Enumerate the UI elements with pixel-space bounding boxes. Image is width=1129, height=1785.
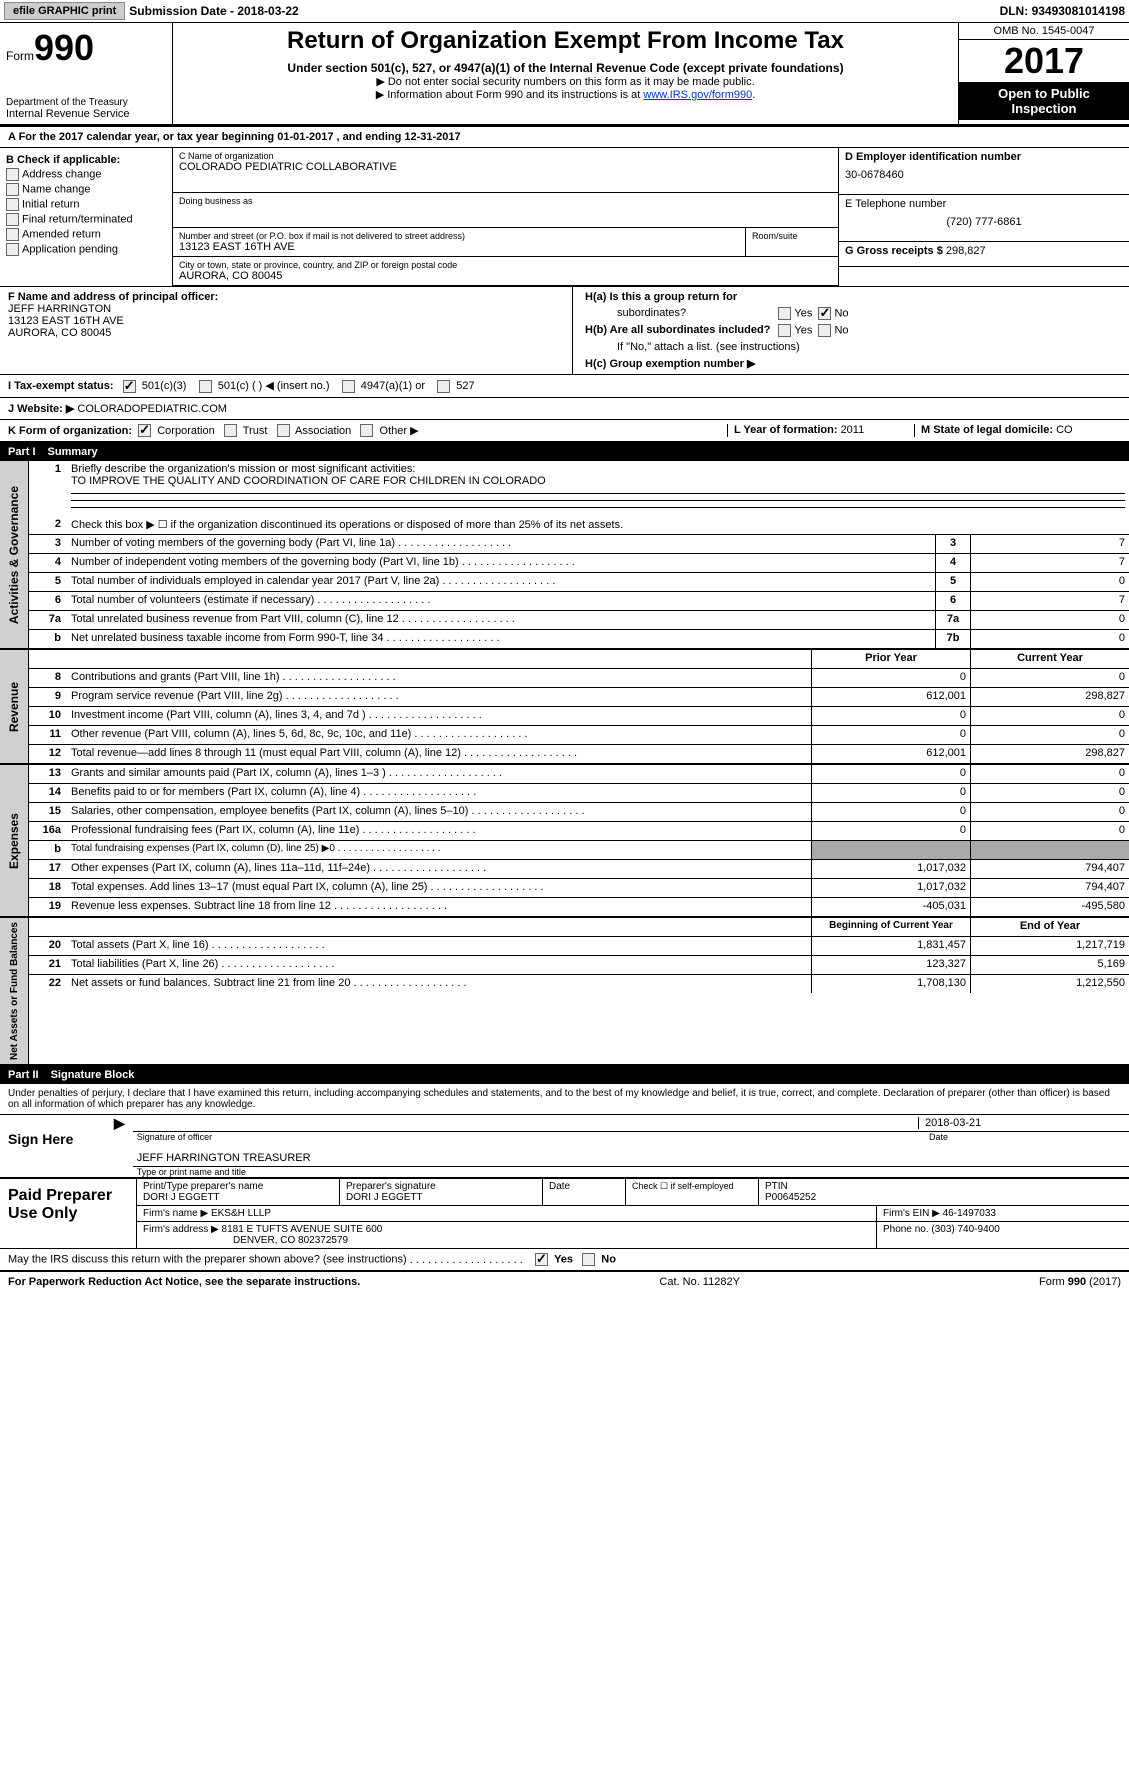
dln: DLN: 93493081014198: [1000, 4, 1125, 18]
main-info-block: B Check if applicable: Address change Na…: [0, 148, 1129, 286]
sign-here-block: Sign Here ▶ 2018-03-21 Signature of offi…: [0, 1114, 1129, 1178]
governance-section: Activities & Governance 1Briefly describ…: [0, 461, 1129, 650]
tax-year: 2017: [959, 40, 1129, 82]
final-return-checkbox[interactable]: [6, 213, 19, 226]
table-row: 15Salaries, other compensation, employee…: [29, 802, 1129, 821]
table-row: 14Benefits paid to or for members (Part …: [29, 783, 1129, 802]
501c3-checkbox[interactable]: [123, 380, 136, 393]
col-c-org-info: C Name of organization COLORADO PEDIATRI…: [173, 148, 839, 286]
col-d-info: D Employer identification number 30-0678…: [839, 148, 1129, 286]
gross-receipts: 298,827: [946, 245, 986, 257]
amended-return-checkbox[interactable]: [6, 228, 19, 241]
part1-header: Part ISummary: [0, 443, 1129, 461]
omb-number: OMB No. 1545-0047: [959, 23, 1129, 40]
ha-yes-checkbox[interactable]: [778, 307, 791, 320]
527-checkbox[interactable]: [437, 380, 450, 393]
paid-preparer-block: Paid Preparer Use Only Print/Type prepar…: [0, 1178, 1129, 1248]
officer-name: JEFF HARRINGTON: [8, 303, 564, 315]
ssn-note: ▶ Do not enter social security numbers o…: [183, 75, 948, 88]
dept-treasury: Department of the Treasury: [6, 97, 166, 108]
header-center: Return of Organization Exempt From Incom…: [173, 23, 958, 124]
revenue-section: Revenue Prior YearCurrent Year 8Contribu…: [0, 650, 1129, 765]
firm-phone: (303) 740-9400: [931, 1224, 999, 1235]
org-name: COLORADO PEDIATRIC COLLABORATIVE: [179, 161, 832, 173]
discuss-row: May the IRS discuss this return with the…: [0, 1248, 1129, 1270]
top-bar: efile GRAPHIC print Submission Date - 20…: [0, 0, 1129, 23]
row-j-website: J Website: ▶ COLORADOPEDIATRIC.COM: [0, 397, 1129, 419]
initial-return-checkbox[interactable]: [6, 198, 19, 211]
other-checkbox[interactable]: [360, 424, 373, 437]
form-subtitle: Under section 501(c), 527, or 4947(a)(1)…: [183, 61, 948, 75]
table-row: 19Revenue less expenses. Subtract line 1…: [29, 897, 1129, 916]
table-row: 9Program service revenue (Part VIII, lin…: [29, 687, 1129, 706]
sig-date: 2018-03-21: [918, 1117, 1125, 1129]
irs-label: Internal Revenue Service: [6, 108, 166, 120]
table-row: 10Investment income (Part VIII, column (…: [29, 706, 1129, 725]
hb-yes-checkbox[interactable]: [778, 324, 791, 337]
irs-link[interactable]: www.IRS.gov/form990: [643, 89, 752, 101]
discuss-no-checkbox[interactable]: [582, 1253, 595, 1266]
assoc-checkbox[interactable]: [277, 424, 290, 437]
table-row: 12Total revenue—add lines 8 through 11 (…: [29, 744, 1129, 763]
corp-checkbox[interactable]: [138, 424, 151, 437]
discuss-yes-checkbox[interactable]: [535, 1253, 548, 1266]
table-row: 18Total expenses. Add lines 13–17 (must …: [29, 878, 1129, 897]
ptin: P00645252: [765, 1192, 1123, 1203]
ein: 30-0678460: [845, 163, 1123, 181]
table-row: 11Other revenue (Part VIII, column (A), …: [29, 725, 1129, 744]
officer-name-title: JEFF HARRINGTON TREASURER: [137, 1152, 311, 1164]
efile-button[interactable]: efile GRAPHIC print: [4, 2, 125, 20]
footer: For Paperwork Reduction Act Notice, see …: [0, 1270, 1129, 1292]
name-change-checkbox[interactable]: [6, 183, 19, 196]
firm-ein: 46-1497033: [943, 1208, 996, 1219]
col-b-checkboxes: B Check if applicable: Address change Na…: [0, 148, 173, 286]
501c-checkbox[interactable]: [199, 380, 212, 393]
table-row: 16aProfessional fundraising fees (Part I…: [29, 821, 1129, 840]
part2-header: Part IISignature Block: [0, 1066, 1129, 1084]
row-f-h: F Name and address of principal officer:…: [0, 286, 1129, 374]
table-row: 21Total liabilities (Part X, line 26)123…: [29, 955, 1129, 974]
table-row: 20Total assets (Part X, line 16)1,831,45…: [29, 936, 1129, 955]
form-header: Form990 Department of the Treasury Inter…: [0, 23, 1129, 127]
expenses-section: Expenses 13Grants and similar amounts pa…: [0, 765, 1129, 918]
hb-no-checkbox[interactable]: [818, 324, 831, 337]
table-row: bTotal fundraising expenses (Part IX, co…: [29, 840, 1129, 859]
telephone: (720) 777-6861: [845, 210, 1123, 228]
section-a: A For the 2017 calendar year, or tax yea…: [0, 127, 1129, 148]
preparer-name: DORI J EGGETT: [143, 1192, 333, 1203]
4947-checkbox[interactable]: [342, 380, 355, 393]
open-inspection: Open to PublicInspection: [959, 82, 1129, 120]
table-row: 13Grants and similar amounts paid (Part …: [29, 765, 1129, 783]
header-left: Form990 Department of the Treasury Inter…: [0, 23, 173, 124]
website: COLORADOPEDIATRIC.COM: [77, 403, 227, 415]
ha-no-checkbox[interactable]: [818, 307, 831, 320]
table-row: 8Contributions and grants (Part VIII, li…: [29, 668, 1129, 687]
row-i-tax-exempt: I Tax-exempt status: 501(c)(3) 501(c) ( …: [0, 374, 1129, 397]
firm-name: EKS&H LLLP: [211, 1208, 271, 1219]
submission-label: Submission Date - 2018-03-22: [129, 4, 298, 18]
h-section: H(a) Is this a group return for subordin…: [581, 289, 853, 372]
city-state-zip: AURORA, CO 80045: [179, 270, 832, 282]
row-k: K Form of organization: Corporation Trus…: [0, 419, 1129, 444]
netassets-section: Net Assets or Fund Balances Beginning of…: [0, 918, 1129, 1066]
app-pending-checkbox[interactable]: [6, 243, 19, 256]
perjury-statement: Under penalties of perjury, I declare th…: [0, 1084, 1129, 1114]
form-title: Return of Organization Exempt From Incom…: [183, 27, 948, 55]
trust-checkbox[interactable]: [224, 424, 237, 437]
header-right: OMB No. 1545-0047 2017 Open to PublicIns…: [958, 23, 1129, 124]
mission: TO IMPROVE THE QUALITY AND COORDINATION …: [71, 475, 546, 487]
info-note: ▶ Information about Form 990 and its ins…: [183, 88, 948, 101]
table-row: 17Other expenses (Part IX, column (A), l…: [29, 859, 1129, 878]
address-change-checkbox[interactable]: [6, 168, 19, 181]
table-row: 22Net assets or fund balances. Subtract …: [29, 974, 1129, 993]
street-address: 13123 EAST 16TH AVE: [179, 241, 739, 253]
